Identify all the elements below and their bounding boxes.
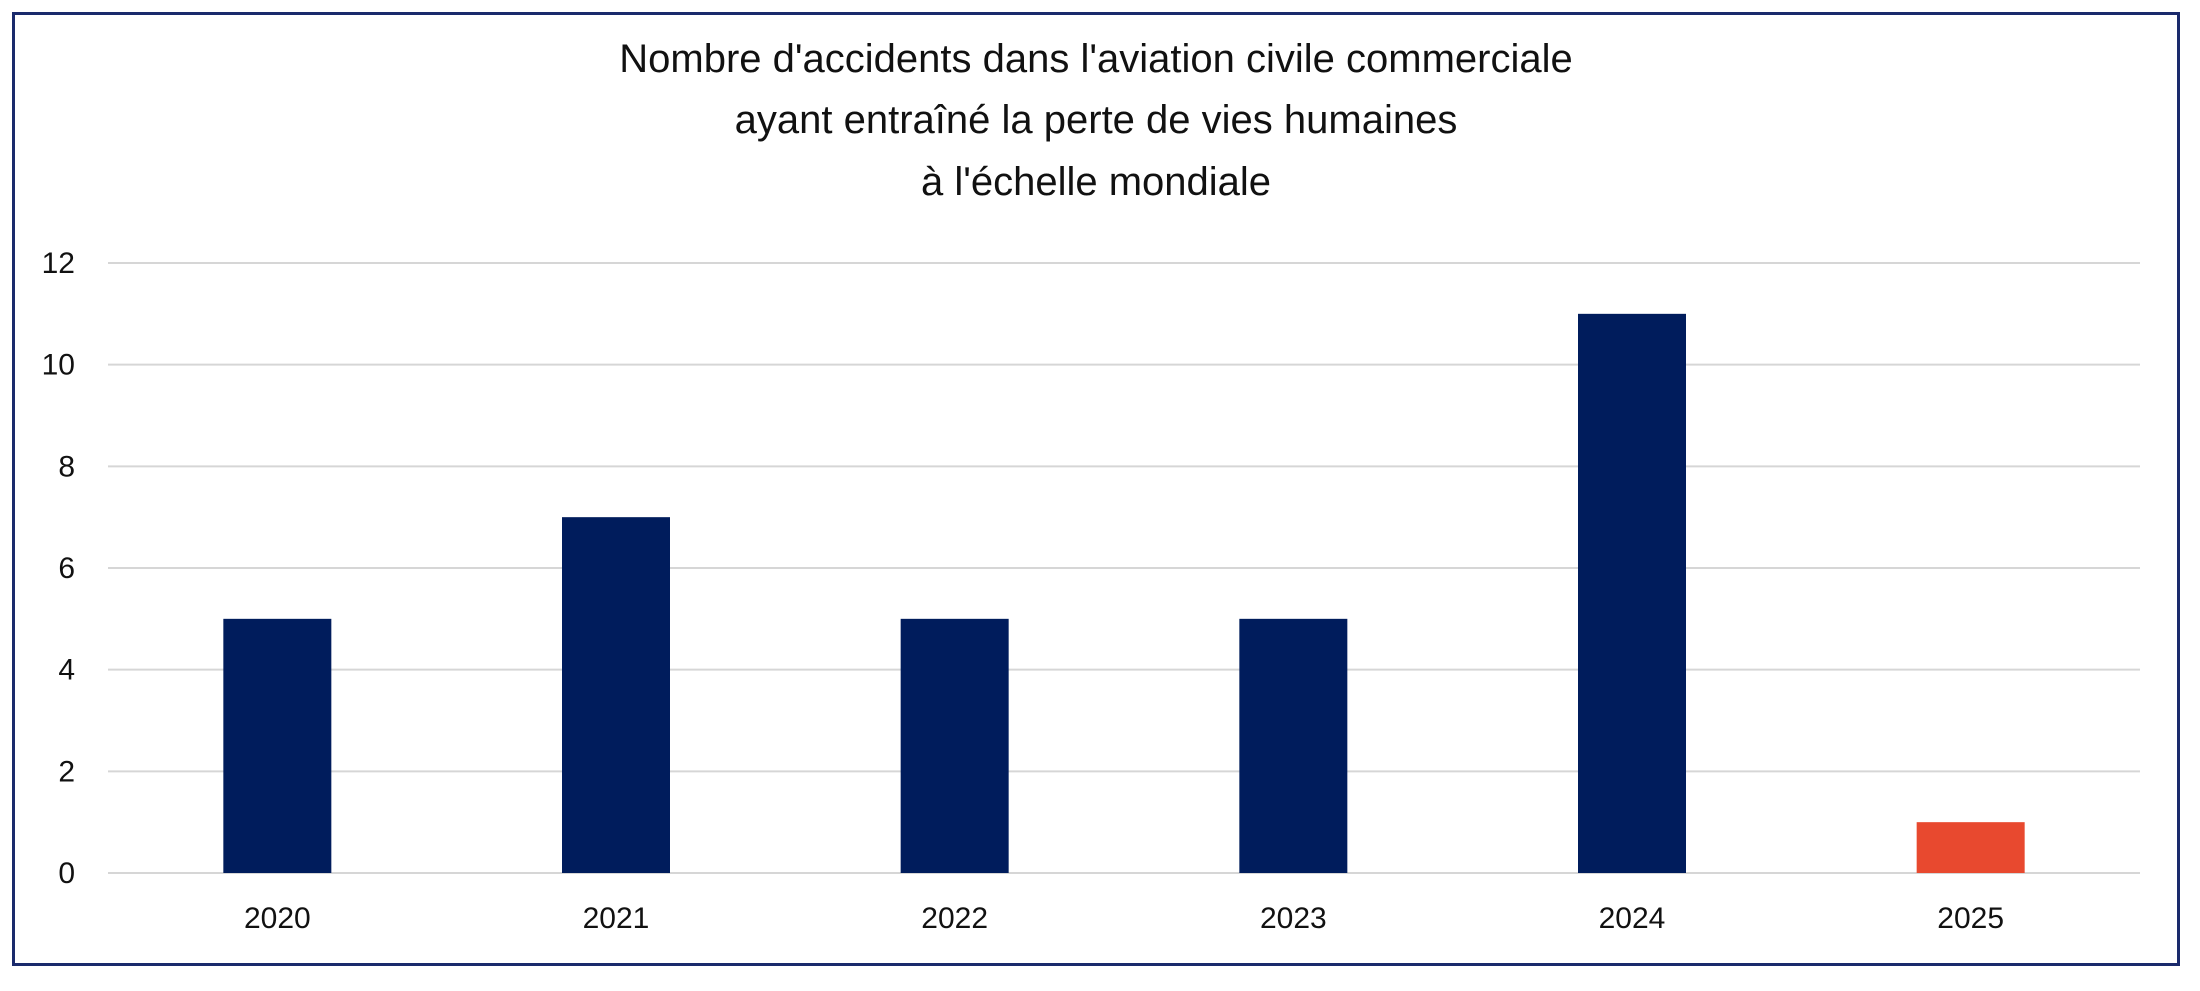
y-tick-label: 10	[42, 349, 75, 382]
y-axis-tick-labels: 0 2 4 6 8 10 12	[42, 247, 75, 890]
bar-2021	[562, 517, 670, 873]
chart-frame: Nombre d'accidents dans l'aviation civil…	[12, 12, 2180, 966]
bar-2025	[1916, 822, 2025, 873]
y-tick-label: 6	[58, 552, 75, 585]
bar-2024	[1578, 313, 1686, 873]
bars	[223, 313, 2025, 873]
y-tick-label: 4	[58, 654, 75, 687]
x-tick-label: 2024	[1599, 902, 1666, 935]
y-tick-label: 8	[58, 450, 75, 483]
x-tick-label: 2023	[1260, 902, 1327, 935]
x-tick-label: 2020	[244, 902, 311, 935]
y-tick-label: 12	[42, 247, 75, 280]
chart-title: Nombre d'accidents dans l'aviation civil…	[619, 37, 1572, 204]
y-gridlines	[108, 262, 2140, 874]
bar-chart: Nombre d'accidents dans l'aviation civil…	[42, 37, 2140, 935]
x-axis-tick-labels: 2020 2021 2022 2023 2024 2025	[244, 902, 2004, 935]
x-tick-label: 2022	[921, 902, 988, 935]
chart-title-line-2: ayant entraîné la perte de vies humaines	[735, 98, 1458, 142]
bar-2022	[900, 618, 1009, 873]
bar-2023	[1239, 618, 1348, 873]
chart-title-line-1: Nombre d'accidents dans l'aviation civil…	[619, 37, 1572, 81]
x-tick-label: 2025	[1937, 902, 2004, 935]
chart-title-line-3: à l'échelle mondiale	[921, 160, 1271, 204]
bar-2020	[223, 618, 332, 873]
x-tick-label: 2021	[583, 902, 650, 935]
y-tick-label: 0	[58, 857, 75, 890]
y-tick-label: 2	[58, 755, 75, 788]
